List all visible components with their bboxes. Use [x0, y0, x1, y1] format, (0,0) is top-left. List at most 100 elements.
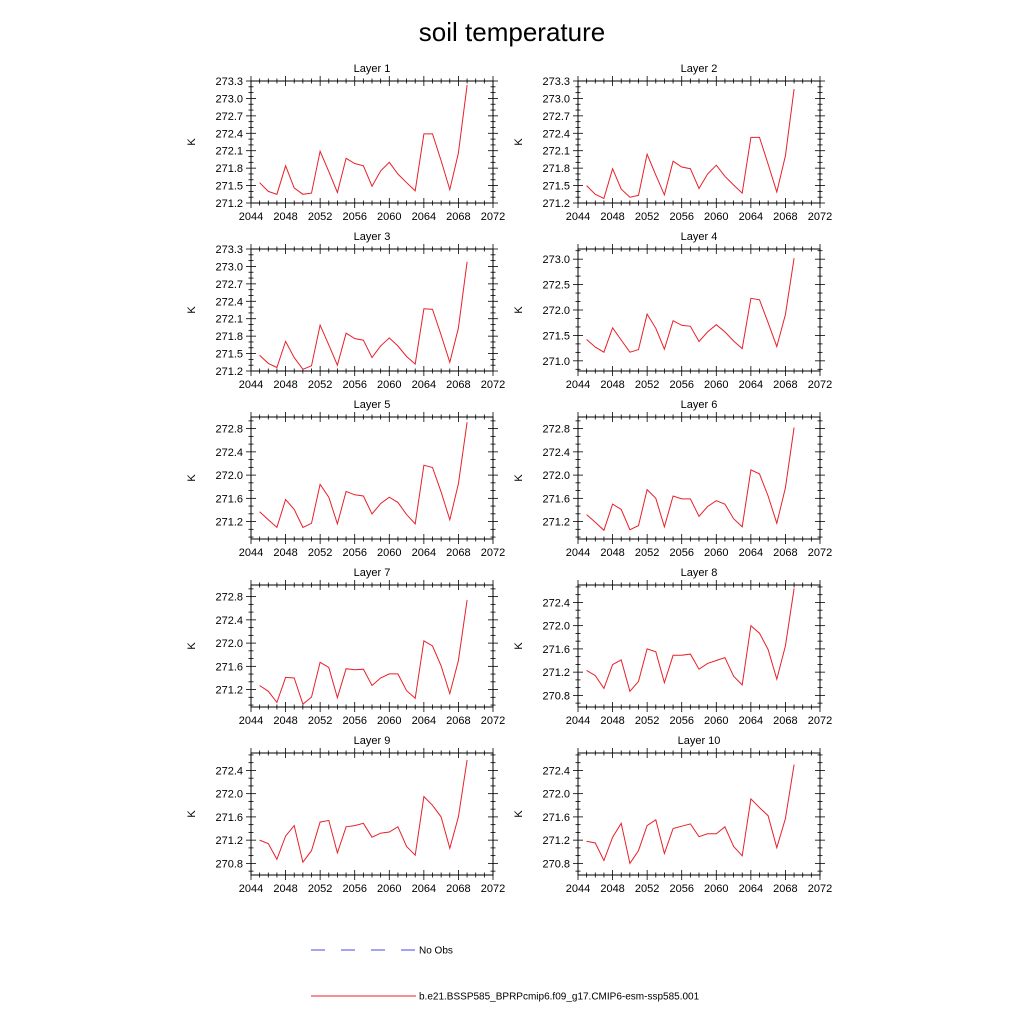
y-tick-label: 271.8 [215, 331, 243, 343]
x-tick-label: 2052 [308, 211, 332, 223]
x-tick-label: 2072 [481, 547, 505, 559]
panel-title: Layer 9 [354, 735, 391, 747]
panel-layer-5: Layer 5 K 2044 2048 2052 2056 2060 2064 2068 2072… [186, 399, 505, 559]
x-tick-label: 2068 [446, 715, 470, 727]
y-tick-label: 272.4 [542, 128, 570, 140]
y-tick-label: 271.2 [215, 198, 243, 210]
panel-title: Layer 10 [678, 735, 721, 747]
x-tick-label: 2052 [635, 883, 659, 895]
y-axis-label: K [513, 138, 525, 146]
y-tick-label: 272.4 [215, 447, 243, 459]
y-tick-label: 271.0 [542, 356, 570, 368]
y-tick-label: 271.2 [542, 517, 570, 529]
x-tick-label: 2068 [446, 379, 470, 391]
x-tick-label: 2048 [600, 715, 624, 727]
panel-title: Layer 5 [354, 399, 391, 411]
panel-title: Layer 2 [681, 63, 718, 75]
y-tick-label: 272.7 [215, 111, 243, 123]
x-tick-label: 2056 [342, 547, 366, 559]
x-tick-label: 2056 [342, 211, 366, 223]
x-tick-label: 2044 [239, 715, 263, 727]
x-tick-label: 2072 [808, 883, 832, 895]
panel-layer-10: Layer 10 K 2044 2048 2052 2056 2060 2064 2068 207… [513, 735, 832, 895]
x-tick-label: 2064 [739, 211, 763, 223]
x-tick-label: 2064 [739, 883, 763, 895]
y-tick-label: 273.3 [215, 76, 243, 88]
panel-title: Layer 3 [354, 231, 391, 243]
panel-layer-8: Layer 8 K 2044 2048 2052 2056 2060 2064 2068 2072… [513, 567, 832, 727]
x-tick-label: 2060 [377, 379, 401, 391]
x-tick-label: 2056 [669, 883, 693, 895]
y-axis-label: K [513, 474, 525, 482]
x-tick-label: 2060 [704, 547, 728, 559]
x-tick-label: 2052 [308, 547, 332, 559]
x-tick-label: 2064 [739, 715, 763, 727]
y-tick-label: 272.7 [215, 279, 243, 291]
y-tick-label: 271.5 [215, 181, 243, 193]
y-axis-label: K [186, 474, 198, 482]
x-tick-label: 2072 [481, 379, 505, 391]
x-tick-label: 2048 [600, 379, 624, 391]
plot-frame [250, 416, 494, 540]
y-tick-label: 272.4 [215, 128, 243, 140]
x-tick-label: 2072 [481, 883, 505, 895]
y-tick-label: 273.3 [215, 244, 243, 256]
series-line [259, 422, 468, 529]
y-tick-label: 271.6 [215, 493, 243, 505]
panel-layer-1: Layer 1 K 2044 2048 2052 2056 2060 2064 2068 2072… [186, 63, 505, 223]
series-line [586, 427, 795, 532]
x-tick-label: 2048 [600, 211, 624, 223]
x-tick-label: 2068 [773, 715, 797, 727]
x-tick-label: 2056 [669, 211, 693, 223]
y-tick-label: 271.5 [542, 181, 570, 193]
panel-title: Layer 1 [354, 63, 391, 75]
x-tick-label: 2048 [273, 547, 297, 559]
legend: No Obs b.e21.BSSP585_BPRPcmip6.f09_g17.C… [311, 946, 700, 1003]
y-tick-label: 273.0 [542, 93, 570, 105]
plot-frame [577, 584, 821, 708]
y-tick-label: 272.7 [542, 111, 570, 123]
plot-frame [250, 80, 494, 204]
panel-layer-2: Layer 2 K 2044 2048 2052 2056 2060 2064 2068 2072… [513, 63, 832, 223]
x-tick-label: 2068 [446, 547, 470, 559]
x-tick-label: 2048 [273, 211, 297, 223]
series-line [586, 588, 795, 693]
x-tick-label: 2072 [808, 715, 832, 727]
y-axis-label: K [513, 306, 525, 314]
y-axis-label: K [513, 642, 525, 650]
x-tick-label: 2048 [600, 547, 624, 559]
x-tick-label: 2064 [412, 715, 436, 727]
x-tick-label: 2044 [566, 211, 590, 223]
x-tick-label: 2048 [273, 883, 297, 895]
x-tick-label: 2048 [273, 379, 297, 391]
x-tick-label: 2060 [704, 883, 728, 895]
x-tick-label: 2072 [481, 211, 505, 223]
y-tick-label: 272.8 [215, 592, 243, 604]
series-line [586, 89, 795, 200]
series-line [586, 258, 795, 353]
x-tick-label: 2060 [377, 715, 401, 727]
plot-frame [577, 416, 821, 540]
y-tick-label: 272.0 [215, 638, 243, 650]
x-tick-label: 2068 [773, 883, 797, 895]
y-axis-label: K [186, 138, 198, 146]
x-tick-label: 2044 [239, 547, 263, 559]
y-tick-label: 271.2 [215, 517, 243, 529]
y-tick-label: 271.6 [542, 812, 570, 824]
panel-title: Layer 8 [681, 567, 718, 579]
y-tick-label: 271.5 [542, 330, 570, 342]
x-tick-label: 2056 [342, 883, 366, 895]
y-tick-label: 271.2 [215, 835, 243, 847]
y-tick-label: 271.2 [542, 198, 570, 210]
x-tick-label: 2052 [308, 379, 332, 391]
legend-label-model-run: b.e21.BSSP585_BPRPcmip6.f09_g17.CMIP6-es… [419, 992, 700, 1003]
series-line [586, 764, 795, 865]
x-tick-label: 2048 [600, 883, 624, 895]
panel-title: Layer 6 [681, 399, 718, 411]
panel-layer-6: Layer 6 K 2044 2048 2052 2056 2060 2064 2068 2072… [513, 399, 832, 559]
y-tick-label: 272.4 [215, 765, 243, 777]
x-tick-label: 2044 [239, 379, 263, 391]
plot-frame [577, 752, 821, 876]
y-tick-label: 272.0 [542, 621, 570, 633]
x-tick-label: 2056 [342, 715, 366, 727]
